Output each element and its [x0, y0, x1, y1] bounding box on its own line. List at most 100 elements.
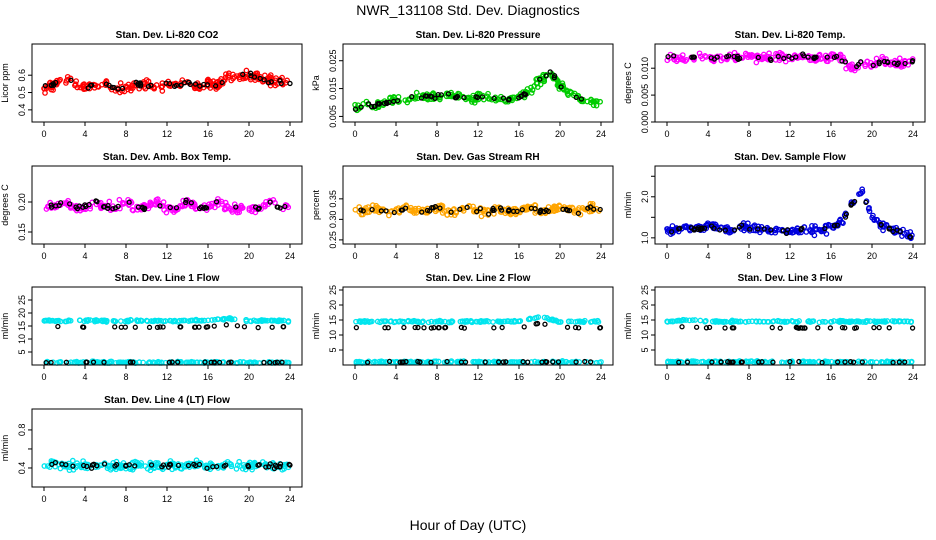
data-point — [505, 318, 512, 324]
reference-point — [520, 359, 526, 365]
reference-point — [166, 359, 173, 365]
data-point — [91, 84, 98, 91]
data-point — [697, 317, 704, 324]
data-point — [692, 358, 698, 365]
panel-8: Stan. Dev. Line 2 Flow ml/min 0 4 8 12 16 20 24 5… — [311, 273, 614, 382]
data-point — [74, 460, 80, 466]
data-point — [721, 318, 728, 325]
data-point — [362, 205, 369, 211]
data-point — [101, 317, 107, 324]
data-point — [673, 318, 680, 324]
data-point — [444, 212, 450, 218]
x-tick-label: 0 — [41, 129, 46, 139]
reference-point — [83, 203, 89, 209]
data-point — [448, 319, 455, 326]
data-point — [664, 318, 671, 325]
reference-point — [503, 359, 509, 365]
reference-point — [703, 325, 710, 331]
reference-point — [122, 324, 128, 330]
data-point — [106, 198, 113, 205]
reference-point — [197, 83, 203, 89]
reference-point — [461, 94, 467, 101]
data-point — [592, 98, 599, 104]
data-point — [46, 318, 53, 324]
x-tick-label: 4 — [82, 494, 87, 504]
data-point — [768, 229, 775, 236]
panel-4: Stan. Dev. Amb. Box Temp. degrees C 0 4 8 12 1… — [0, 152, 303, 261]
reference-point — [376, 101, 382, 107]
reference-point — [525, 359, 531, 365]
data-point — [905, 359, 912, 365]
y-tick-label: 10 — [640, 330, 650, 340]
y-tick-label: 0.005 — [640, 84, 650, 107]
reference-point — [831, 222, 838, 229]
y-tick-label: 15 — [328, 315, 338, 325]
x-tick-label: 8 — [434, 129, 439, 139]
data-point — [381, 318, 388, 325]
reference-point — [731, 325, 737, 331]
reference-point — [157, 203, 163, 209]
reference-point — [676, 359, 682, 365]
x-tick-label: 16 — [203, 494, 213, 504]
figure-title: NWR_131108 Std. Dev. Diagnostics — [356, 2, 580, 18]
panel-5: Stan. Dev. Gas Stream RH percent 0 4 8 12 16 20… — [311, 152, 614, 261]
reference-point — [145, 83, 152, 90]
reference-point — [506, 207, 512, 213]
x-tick-label: 0 — [41, 372, 46, 382]
data-point — [544, 315, 550, 321]
reference-point — [701, 225, 708, 231]
data-point — [220, 315, 227, 322]
x-tick-label: 12 — [473, 251, 483, 261]
x-tick-label: 12 — [162, 129, 172, 139]
reference-point — [55, 323, 61, 330]
data-point — [821, 228, 827, 234]
reference-point — [438, 92, 444, 98]
reference-point — [897, 228, 903, 235]
x-tick-label: 0 — [664, 129, 669, 139]
plot-frame — [31, 408, 303, 488]
data-point — [52, 318, 59, 325]
data-point — [408, 204, 414, 211]
reference-point — [51, 82, 57, 88]
data-point — [158, 84, 165, 91]
reference-point — [876, 324, 882, 331]
reference-point — [547, 69, 553, 75]
reference-point — [171, 83, 178, 89]
data-points — [664, 49, 916, 74]
reference-point — [770, 359, 776, 365]
reference-point — [755, 226, 761, 232]
data-point — [201, 317, 208, 324]
reference-point — [843, 211, 850, 217]
data-point — [765, 56, 771, 63]
reference-point — [573, 359, 579, 365]
reference-point — [67, 201, 73, 207]
data-point — [778, 318, 785, 325]
reference-point — [767, 56, 773, 62]
y-axis-label: Licor ppm — [0, 63, 10, 103]
reference-point — [896, 359, 902, 365]
data-point — [822, 222, 829, 229]
y-tick-label: 0.6 — [17, 69, 27, 82]
reference-point — [551, 75, 557, 81]
reference-point — [755, 54, 761, 61]
data-point — [527, 316, 533, 322]
data-point — [892, 57, 898, 64]
data-point — [745, 318, 752, 325]
reference-point — [110, 206, 116, 212]
data-point — [358, 359, 365, 365]
reference-point — [409, 93, 415, 100]
reference-point — [391, 209, 397, 216]
data-point — [887, 359, 894, 365]
data-point — [843, 65, 849, 72]
y-tick-label: 20 — [328, 300, 338, 310]
data-point — [113, 458, 120, 465]
reference-point — [711, 225, 717, 231]
data-point — [408, 318, 415, 325]
data-point — [528, 84, 534, 91]
reference-point — [267, 359, 273, 366]
y-tick-label: 0.8 — [17, 424, 27, 437]
data-point — [816, 319, 823, 326]
x-tick-label: 24 — [285, 129, 295, 139]
data-point — [806, 318, 812, 324]
reference-point — [787, 359, 793, 365]
